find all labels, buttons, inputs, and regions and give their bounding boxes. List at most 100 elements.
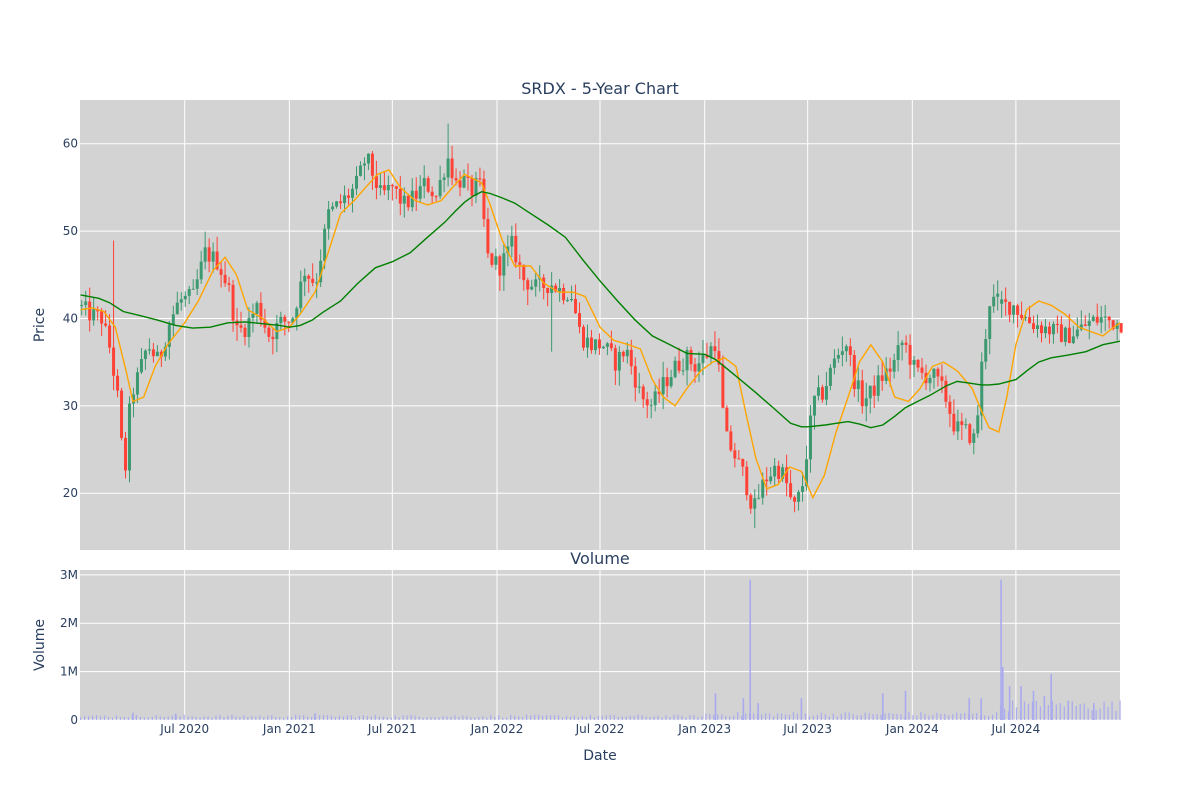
volume-bar [478,716,480,720]
candle-body [1119,323,1123,333]
candle-body [462,175,466,188]
candle-body [1087,320,1091,326]
candle-body [745,466,749,496]
candle-body [585,337,589,348]
volume-bar [247,717,249,720]
candle-body [215,251,219,270]
volume-bar [808,716,810,720]
candle-body [972,433,976,443]
volume-bar [95,715,98,720]
candle-body [960,421,964,425]
volume-bar [127,717,129,720]
candle-body [582,326,586,348]
candle-body [116,375,120,391]
volume-bar [83,715,86,720]
volume-bar [183,714,185,720]
volume-bar [279,717,281,720]
candle-body [860,380,864,407]
volume-bar [569,716,572,720]
volume-bar [872,714,874,720]
candle-body [474,178,478,196]
volume-bar [255,716,257,720]
candle-body [554,285,558,292]
volume-bar [526,714,528,720]
volume-bar [354,717,356,720]
candle-body [633,366,637,388]
candle-body [840,351,844,355]
volume-bar [462,715,464,720]
volume-bar [211,717,213,720]
candle-body [426,178,430,192]
candle-body [470,177,474,196]
candle-body [665,377,669,387]
volume-bar [530,715,532,720]
candle-body [358,165,362,176]
volume-spike-bar [904,690,907,720]
candle-body [199,261,203,280]
candle-body [908,344,912,365]
candle-body [1039,325,1043,334]
candle-body [566,300,570,302]
volume-bar [171,715,173,720]
candle-body [697,363,701,372]
volume-bar [920,712,922,720]
volume-bar [107,716,110,720]
candle-body [1091,316,1095,321]
price-y-tick-label: 20 [63,486,78,500]
volume-bar [780,713,783,720]
volume-spike-bar [714,693,717,720]
volume-bar [374,714,376,720]
volume-y-axis-label: Volume [32,619,48,671]
volume-bar [653,716,655,720]
volume-bar [295,714,297,720]
candle-body [1012,305,1016,315]
volume-bar [784,714,787,720]
volume-bar [418,716,420,720]
candle-body [601,346,605,349]
candle-body [852,354,856,390]
candle-body [530,286,534,290]
candle-body [685,350,689,371]
candle-body [729,431,733,451]
candle-body [92,309,96,321]
volume-bar [215,715,217,720]
volume-bar [1059,703,1061,720]
volume-spike-bar [1067,700,1070,720]
volume-bar [581,715,583,720]
volume-bar [458,716,460,720]
candle-body [351,188,355,198]
volume-bar [541,715,544,720]
candle-body [550,285,554,294]
volume-y-tick-label: 0 [70,713,78,727]
volume-bar [645,716,647,720]
candle-body [1115,323,1119,329]
candle-body [100,311,104,324]
candle-body [139,359,143,373]
volume-bar [1115,710,1117,720]
candle-body [514,235,518,263]
candle-body [669,377,673,387]
volume-bar [243,715,245,720]
volume-spike-bar [1002,666,1004,720]
candle-body [892,359,896,372]
candle-body [1083,324,1087,326]
volume-bar [139,716,141,720]
volume-bar [1107,706,1109,720]
volume-bar [637,714,639,720]
volume-bar [820,712,822,720]
volume-bar [1063,706,1065,720]
volume-spike-bar [1043,695,1046,720]
volume-bar [832,713,834,720]
volume-bar [880,714,882,720]
candle-body [912,359,916,365]
volume-bar [115,715,118,720]
volume-bar [426,717,428,720]
volume-y-ticks: 0 1M 2M 3M [60,568,78,727]
x-tick-label: Jul 2022 [575,722,625,736]
volume-bar [689,715,691,720]
volume-bar [378,716,380,720]
candle-body [1016,305,1020,315]
volume-spike-bar [968,698,971,720]
candle-body [1000,299,1004,304]
volume-bar [896,713,898,720]
